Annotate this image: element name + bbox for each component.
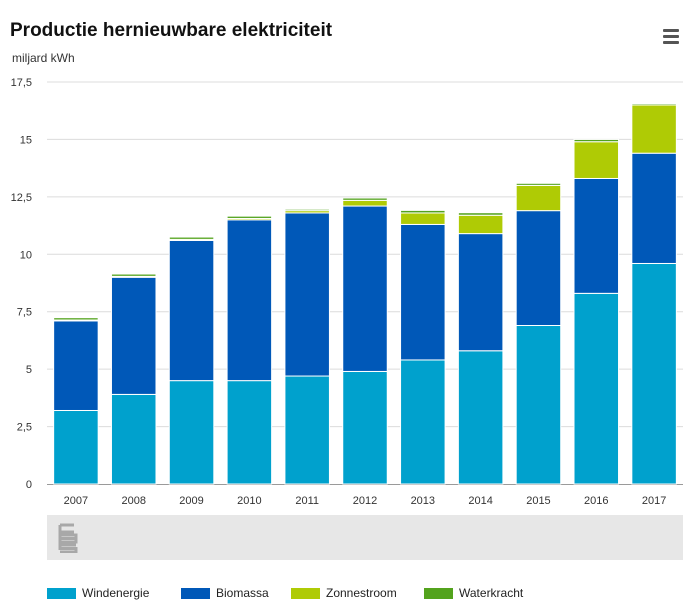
y-tick-label: 7,5 bbox=[17, 307, 32, 319]
bar-segment-waterkracht-2008[interactable]: Waterkracht 2008: 0.1 bbox=[110, 273, 157, 277]
bar-segment-waterkracht-2012[interactable]: Waterkracht 2012: 0.1 bbox=[342, 197, 388, 201]
bar-segment-biomassa-2014[interactable]: Biomassa 2014: 5.1 bbox=[457, 233, 504, 352]
bar-segment-biomassa-2016[interactable]: Biomassa 2016: 5 bbox=[573, 177, 620, 294]
bar-segment-biomassa-2009[interactable]: Biomassa 2009: 6.1 bbox=[168, 240, 215, 382]
bar-segment-waterkracht-2007[interactable]: Waterkracht 2007: 0.1 bbox=[53, 317, 99, 321]
bar-segment-windenergie-2016[interactable]: Windenergie 2016: 8.3 bbox=[573, 292, 620, 485]
chart-title: Productie hernieuwbare elektriciteit bbox=[10, 20, 333, 41]
bar-segment-windenergie-2015[interactable]: Windenergie 2015: 6.9 bbox=[515, 325, 562, 485]
legend-swatch bbox=[181, 588, 210, 599]
legend-label: Biomassa bbox=[216, 586, 269, 600]
legend-swatch bbox=[424, 588, 453, 599]
bar-segment-zonnestroom-2012[interactable]: Zonnestroom 2012: 0.25 bbox=[342, 199, 388, 207]
y-tick-label: 12,5 bbox=[11, 192, 32, 204]
legend-swatch bbox=[47, 588, 76, 599]
menu-line bbox=[663, 35, 679, 38]
bar-segment-biomassa-2008[interactable]: Biomassa 2008: 5.1 bbox=[110, 276, 157, 395]
bar-segment-waterkracht-2015[interactable]: Waterkracht 2015: 0.09 bbox=[515, 182, 562, 186]
x-tick-label: 2010 bbox=[237, 495, 261, 507]
y-tick-label: 17,5 bbox=[11, 77, 32, 89]
bar-segment-waterkracht-2016[interactable]: Waterkracht 2016: 0.1 bbox=[573, 138, 620, 143]
bar-segment-windenergie-2010[interactable]: Windenergie 2010: 4.5 bbox=[226, 380, 273, 485]
x-tick-label: 2013 bbox=[411, 495, 435, 507]
bar-segment-waterkracht-2013[interactable]: Waterkracht 2013: 0.11 bbox=[400, 209, 446, 214]
x-tick-label: 2014 bbox=[468, 495, 492, 507]
bar-segment-windenergie-2008[interactable]: Windenergie 2008: 3.9 bbox=[110, 393, 157, 485]
bar-segment-waterkracht-2017[interactable]: Waterkracht 2017: 0.06 bbox=[631, 103, 677, 106]
bar-segment-waterkracht-2011[interactable]: Waterkracht 2011: 0.06 bbox=[284, 208, 330, 212]
y-tick-label: 2,5 bbox=[17, 422, 32, 434]
cbs-logo-icon bbox=[58, 523, 78, 553]
bar-segment-windenergie-2013[interactable]: Windenergie 2013: 5.4 bbox=[400, 359, 446, 485]
bar-segment-windenergie-2007[interactable]: Windenergie 2007: 3.2 bbox=[53, 409, 99, 485]
bar-segment-waterkracht-2014[interactable]: Waterkracht 2014: 0.11 bbox=[457, 212, 504, 216]
bar-segment-biomassa-2007[interactable]: Biomassa 2007: 3.9 bbox=[53, 320, 99, 411]
chart-legend: Windenergie Biomassa Zonnestroom Waterkrach… bbox=[47, 586, 687, 602]
legend-label: Zonnestroom bbox=[326, 586, 397, 600]
legend-label: Waterkracht bbox=[459, 586, 524, 600]
y-tick-label: 10 bbox=[20, 249, 32, 261]
logo-panel bbox=[47, 515, 683, 560]
x-tick-label: 2011 bbox=[295, 495, 319, 507]
bar-segment-windenergie-2012[interactable]: Windenergie 2012: 4.9 bbox=[342, 370, 388, 485]
x-tick-label: 2009 bbox=[179, 495, 203, 507]
bar-segment-biomassa-2012[interactable]: Biomassa 2012: 7.2 bbox=[342, 205, 388, 372]
bar-segment-windenergie-2014[interactable]: Windenergie 2014: 5.8 bbox=[457, 350, 504, 485]
chart-unit-label: miljard kWh bbox=[12, 51, 75, 65]
y-tick-label: 15 bbox=[20, 134, 32, 146]
menu-line bbox=[663, 41, 679, 44]
chart-plot: 0 2,5 5 7,5 10 12,5 15 17,5 Windenergie 2007: 3.… bbox=[11, 77, 683, 507]
bar-segment-windenergie-2017[interactable]: Windenergie 2017: 9.6 bbox=[631, 262, 677, 485]
bar-segment-windenergie-2011[interactable]: Windenergie 2011: 4.7 bbox=[284, 375, 330, 485]
bar-segment-biomassa-2010[interactable]: Biomassa 2010: 7 bbox=[226, 219, 273, 382]
bar-segment-biomassa-2015[interactable]: Biomassa 2015: 5 bbox=[515, 210, 562, 326]
y-tick-label: 0 bbox=[26, 479, 32, 491]
bar-segment-biomassa-2013[interactable]: Biomassa 2013: 5.9 bbox=[400, 223, 446, 361]
bar-segment-zonnestroom-2013[interactable]: Zonnestroom 2013: 0.5 bbox=[400, 212, 446, 225]
bar-segment-biomassa-2017[interactable]: Biomassa 2017: 4.8 bbox=[631, 152, 677, 264]
x-tick-label: 2007 bbox=[64, 495, 88, 507]
bar-segment-zonnestroom-2016[interactable]: Zonnestroom 2016: 1.6 bbox=[573, 141, 620, 179]
bar-segment-biomassa-2011[interactable]: Biomassa 2011: 7.1 bbox=[284, 212, 330, 377]
x-tick-label: 2016 bbox=[584, 495, 608, 507]
bar-segment-windenergie-2009[interactable]: Windenergie 2009: 4.5 bbox=[168, 380, 215, 485]
x-tick-label: 2008 bbox=[121, 495, 145, 507]
bar-segment-zonnestroom-2017[interactable]: Zonnestroom 2017: 2.1 bbox=[631, 104, 677, 154]
bar-segment-zonnestroom-2014[interactable]: Zonnestroom 2014: 0.8 bbox=[457, 214, 504, 235]
x-tick-label: 2017 bbox=[642, 495, 666, 507]
legend-label: Windenergie bbox=[82, 586, 150, 600]
y-tick-label: 5 bbox=[26, 364, 32, 376]
bar-segment-waterkracht-2010[interactable]: Waterkracht 2010: 0.1 bbox=[226, 215, 273, 219]
menu-line bbox=[663, 29, 679, 32]
bar-segment-waterkracht-2009[interactable]: Waterkracht 2009: 0.1 bbox=[168, 236, 215, 240]
x-tick-label: 2012 bbox=[353, 495, 377, 507]
legend-swatch bbox=[291, 588, 320, 599]
bar-segment-zonnestroom-2015[interactable]: Zonnestroom 2015: 1.1 bbox=[515, 184, 562, 212]
hamburger-menu-icon[interactable] bbox=[660, 26, 682, 46]
x-tick-label: 2015 bbox=[526, 495, 550, 507]
